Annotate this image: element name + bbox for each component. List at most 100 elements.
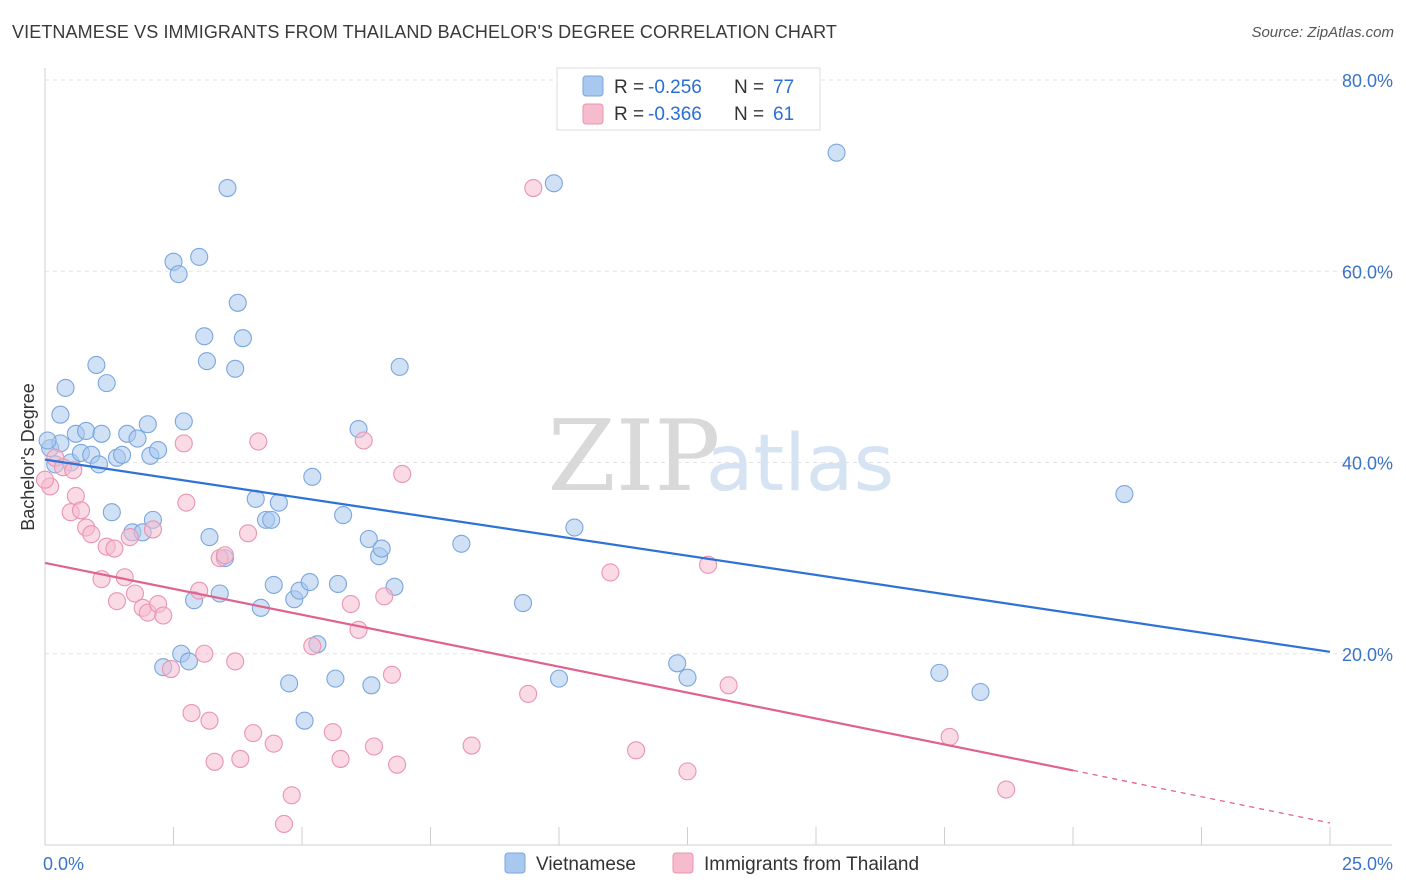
vietnamese-point-33 bbox=[195, 327, 214, 346]
thailand-point-53 bbox=[601, 563, 620, 582]
vietnamese-point-32 bbox=[190, 247, 209, 266]
thailand-point-28 bbox=[205, 752, 224, 771]
thailand-point-4 bbox=[64, 461, 83, 480]
thailand-point-56 bbox=[699, 555, 718, 574]
vietnamese-point-52 bbox=[300, 572, 319, 592]
vietnamese-point-38 bbox=[218, 179, 237, 198]
thailand-point-14 bbox=[120, 528, 139, 547]
vietnamese-point-59 bbox=[359, 529, 378, 549]
thailand-point-23 bbox=[177, 493, 196, 512]
x-tick-labels: 0.0% 25.0% bbox=[43, 854, 1393, 874]
vietnamese-point-4 bbox=[56, 378, 75, 397]
thailand-trend-extension bbox=[1072, 769, 1331, 824]
vietnamese-point-56 bbox=[328, 574, 348, 593]
thailand-point-20 bbox=[154, 606, 173, 625]
grid bbox=[45, 79, 1392, 655]
x-tick-label-max: 25.0% bbox=[1342, 854, 1393, 874]
vietnamese-point-24 bbox=[149, 441, 168, 460]
bottom-legend-label-thailand: Immigrants from Thailand bbox=[704, 854, 919, 875]
vietnamese-trend-line bbox=[44, 458, 1331, 653]
thailand-point-45 bbox=[364, 737, 384, 756]
thailand-point-55 bbox=[678, 762, 697, 781]
thailand-point-6 bbox=[71, 501, 91, 520]
vietnamese-point-27 bbox=[169, 265, 188, 284]
thailand-point-18 bbox=[143, 520, 162, 539]
thailand-point-30 bbox=[215, 546, 234, 565]
thailand-point-33 bbox=[238, 524, 258, 543]
vietnamese-point-65 bbox=[452, 534, 471, 553]
vietnamese-point-35 bbox=[200, 528, 219, 547]
vietnamese-point-62 bbox=[372, 539, 391, 558]
legend-r-label-2: R = bbox=[614, 104, 644, 125]
thailand-point-15 bbox=[125, 584, 144, 603]
legend-n-label-1: N = bbox=[734, 77, 764, 98]
vietnamese-point-69 bbox=[565, 518, 584, 537]
thailand-point-40 bbox=[323, 723, 342, 742]
vietnamese-point-3 bbox=[51, 405, 70, 424]
bottom-legend: Vietnamese Immigrants from Thailand bbox=[504, 852, 919, 875]
legend-n-label-2: N = bbox=[734, 104, 764, 125]
vietnamese-point-75 bbox=[1115, 485, 1134, 504]
vietnamese-point-13 bbox=[97, 374, 116, 393]
vietnamese-point-64 bbox=[390, 357, 409, 376]
vietnamese-point-30 bbox=[179, 652, 198, 671]
vietnamese-point-48 bbox=[280, 674, 299, 693]
vietnamese-point-46 bbox=[264, 575, 283, 594]
y-tick-label: 20.0% bbox=[1342, 645, 1393, 665]
thailand-point-27 bbox=[200, 711, 219, 730]
vietnamese-point-11 bbox=[89, 455, 109, 474]
thailand-point-26 bbox=[195, 644, 214, 663]
chart-title: VIETNAMESE VS IMMIGRANTS FROM THAILAND B… bbox=[12, 22, 837, 42]
legend-n-value-1: 77 bbox=[773, 77, 794, 98]
thailand-point-48 bbox=[388, 755, 407, 774]
vietnamese-point-47 bbox=[269, 493, 288, 512]
thailand-trend-line bbox=[44, 561, 1074, 772]
vietnamese-point-66 bbox=[513, 594, 533, 613]
vietnamese-point-57 bbox=[334, 506, 353, 525]
thailand-point-52 bbox=[524, 179, 543, 198]
vietnamese-point-53 bbox=[303, 467, 322, 486]
vietnamese-point-71 bbox=[678, 668, 697, 687]
thailand-point-38 bbox=[282, 786, 301, 805]
vietnamese-point-68 bbox=[549, 669, 569, 688]
bottom-legend-swatch-thailand bbox=[672, 852, 694, 874]
thailand-point-39 bbox=[303, 637, 322, 656]
thailand-point-59 bbox=[997, 780, 1016, 799]
thailand-point-49 bbox=[393, 464, 412, 484]
legend-swatch-thailand bbox=[582, 103, 604, 125]
thailand-point-36 bbox=[264, 734, 283, 753]
vietnamese-point-40 bbox=[228, 293, 247, 312]
legend-n-value-2: 61 bbox=[773, 104, 794, 125]
vietnamese-point-70 bbox=[668, 654, 687, 673]
legend-r-value-2: -0.366 bbox=[648, 104, 702, 125]
watermark: ZIP atlas bbox=[548, 400, 895, 514]
thailand-point-8 bbox=[82, 525, 101, 544]
vietnamese-point-41 bbox=[233, 329, 252, 348]
thailand-point-12 bbox=[107, 592, 127, 611]
bottom-legend-swatch-vietnamese bbox=[504, 852, 526, 874]
legend: R = -0.256 N = 77 R = -0.366 N = 61 bbox=[556, 67, 821, 131]
vietnamese-point-34 bbox=[197, 352, 216, 371]
vietnamese-point-73 bbox=[930, 663, 949, 682]
vietnamese-point-76 bbox=[38, 431, 57, 450]
y-tick-labels: 20.0% 40.0% 60.0% 80.0% bbox=[1342, 71, 1393, 665]
vietnamese-point-74 bbox=[971, 682, 990, 702]
vietnamese-point-45 bbox=[262, 510, 281, 529]
vietnamese-point-12 bbox=[92, 424, 111, 443]
thailand-point-25 bbox=[190, 581, 209, 600]
vietnamese-point-8 bbox=[77, 421, 96, 440]
source-credit: Source: ZipAtlas.com bbox=[1251, 24, 1394, 41]
y-tick-label: 60.0% bbox=[1342, 262, 1393, 282]
thailand-point-50 bbox=[462, 736, 481, 755]
vietnamese-point-14 bbox=[102, 503, 121, 522]
watermark-zip: ZIP bbox=[548, 400, 721, 514]
thailand-point-42 bbox=[341, 594, 360, 614]
y-tick-label: 80.0% bbox=[1342, 71, 1393, 91]
thailand-point-58 bbox=[940, 727, 959, 746]
thailand-point-47 bbox=[382, 665, 402, 684]
thailand-point-54 bbox=[627, 741, 646, 760]
vietnamese-point-19 bbox=[128, 429, 147, 448]
thailand-point-24 bbox=[182, 703, 201, 723]
vietnamese-point-16 bbox=[113, 445, 132, 464]
